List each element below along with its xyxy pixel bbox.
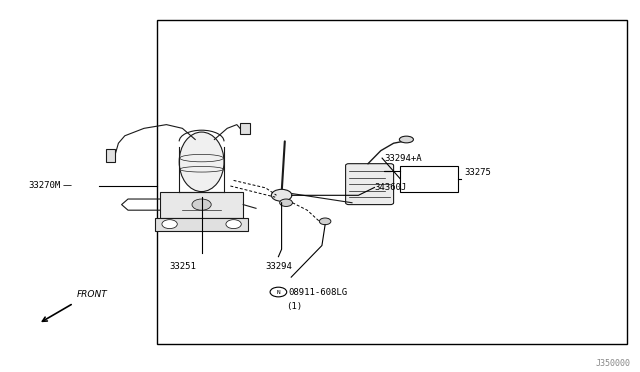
- Text: 33294+A: 33294+A: [384, 154, 422, 163]
- Bar: [155, 218, 248, 231]
- Bar: [240, 123, 250, 134]
- Circle shape: [192, 199, 211, 210]
- Circle shape: [226, 219, 241, 228]
- Circle shape: [280, 199, 292, 206]
- Text: FRONT: FRONT: [77, 291, 108, 299]
- Text: 33294: 33294: [265, 262, 292, 271]
- Text: 34360J: 34360J: [374, 183, 406, 192]
- Text: 33251: 33251: [169, 262, 196, 271]
- Bar: [160, 192, 243, 218]
- Text: (1): (1): [286, 302, 303, 311]
- Bar: [400, 166, 458, 192]
- Bar: [106, 149, 115, 162]
- Ellipse shape: [399, 136, 413, 143]
- Circle shape: [319, 218, 331, 225]
- Text: 08911-608LG: 08911-608LG: [288, 288, 347, 296]
- Bar: [157, 20, 627, 344]
- Ellipse shape: [179, 132, 224, 192]
- Text: 33275: 33275: [464, 169, 491, 177]
- Text: —: —: [62, 182, 71, 190]
- Circle shape: [162, 219, 177, 228]
- FancyBboxPatch shape: [346, 164, 394, 205]
- Circle shape: [270, 287, 287, 297]
- Text: 33270M: 33270M: [29, 182, 61, 190]
- Text: N: N: [276, 289, 280, 295]
- Circle shape: [271, 189, 292, 201]
- Text: J350000: J350000: [595, 359, 630, 368]
